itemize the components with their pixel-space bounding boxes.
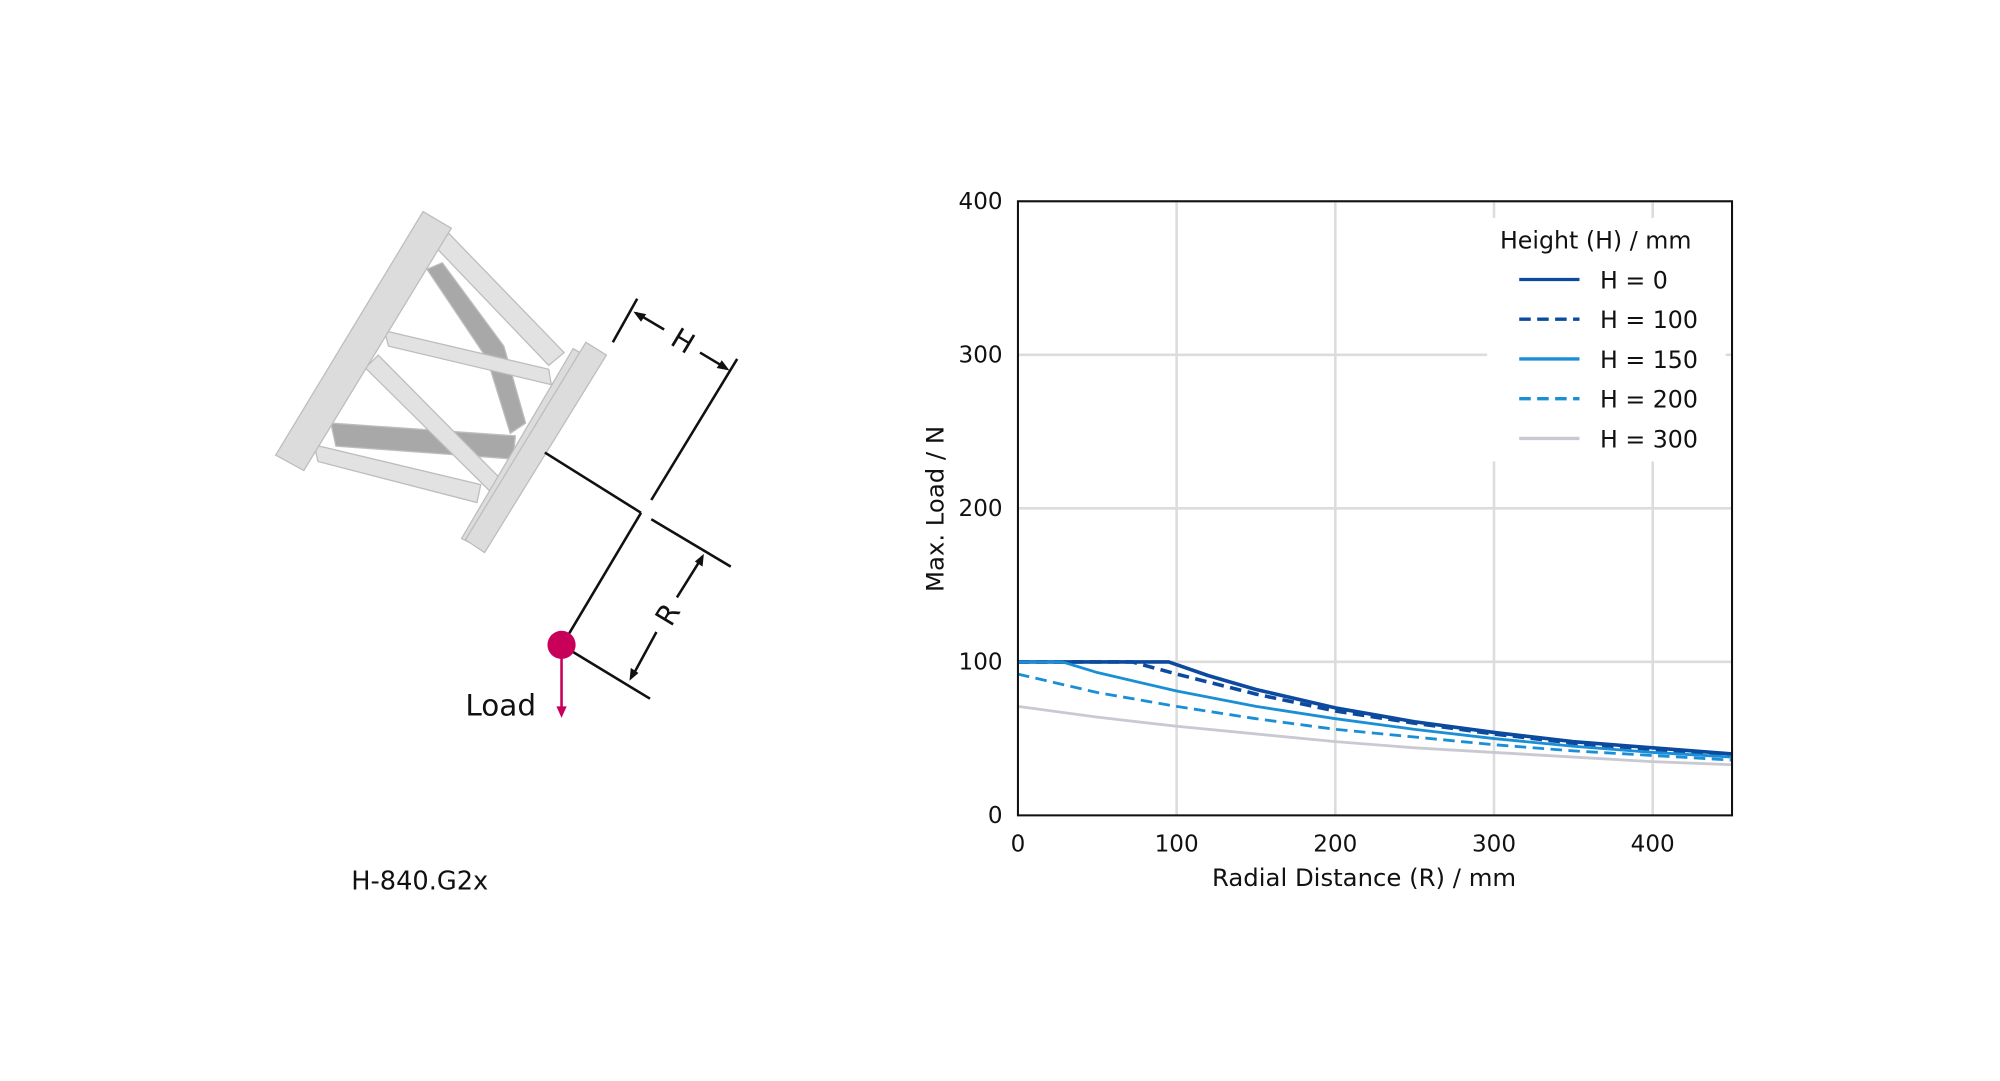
series-line-4	[1017, 704, 1733, 767]
legend: Height (H) / mm H = 0 H = 100 H = 150 H = 2…	[1500, 227, 1698, 454]
series-line-1	[1017, 660, 1733, 758]
legend-entry-4: H = 300	[1600, 425, 1698, 453]
y-tick-label: 400	[959, 189, 1003, 215]
y-tick-label: 300	[959, 342, 1003, 368]
dimension-arrowheads	[629, 311, 730, 681]
y-tick-label: 200	[959, 496, 1003, 522]
x-tick-label: 300	[1472, 831, 1516, 857]
plot-frame	[1016, 200, 1734, 817]
legend-entry-1: H = 100	[1600, 306, 1698, 334]
x-tick-label: 400	[1631, 831, 1675, 857]
load-point	[547, 630, 576, 659]
x-tick-label: 200	[1313, 831, 1357, 857]
series-line-0	[1017, 660, 1733, 756]
x-axis-label: Radial Distance (R) / mm	[1212, 863, 1516, 892]
radius-label: R	[649, 598, 687, 632]
x-tick-label: 0	[1011, 831, 1026, 857]
y-tick-label: 0	[988, 803, 1003, 829]
bottom-plate	[464, 341, 608, 554]
series-line-2	[1017, 660, 1733, 759]
load-label: Load	[465, 688, 536, 722]
y-axis-label: Max. Load / N	[921, 426, 950, 592]
height-label: H	[665, 321, 700, 360]
y-tick-label: 100	[959, 650, 1003, 676]
legend-entry-3: H = 200	[1600, 386, 1698, 414]
series-lines	[1017, 660, 1733, 767]
strut-dark	[329, 422, 517, 460]
legend-background	[1487, 217, 1726, 462]
load-arrowhead	[556, 706, 567, 718]
dimension-lines	[544, 298, 739, 700]
load-chart: 0 100 200 300 400 0 100 200 300 400 Radial Distan…	[921, 189, 1734, 892]
series-line-3	[1017, 672, 1733, 762]
legend-title: Height (H) / mm	[1500, 227, 1691, 255]
hexapod-struts	[313, 232, 566, 504]
legend-entry-0: H = 0	[1600, 266, 1668, 294]
legend-entry-2: H = 150	[1600, 346, 1698, 374]
x-tick-label: 100	[1155, 831, 1199, 857]
hexapod-diagram: H R Load H-840.G2x	[274, 210, 739, 897]
model-label: H-840.G2x	[351, 867, 488, 897]
tick-labels: 0 100 200 300 400 0 100 200 300 400	[959, 189, 1675, 857]
strut	[313, 443, 482, 504]
top-plate	[274, 210, 453, 472]
